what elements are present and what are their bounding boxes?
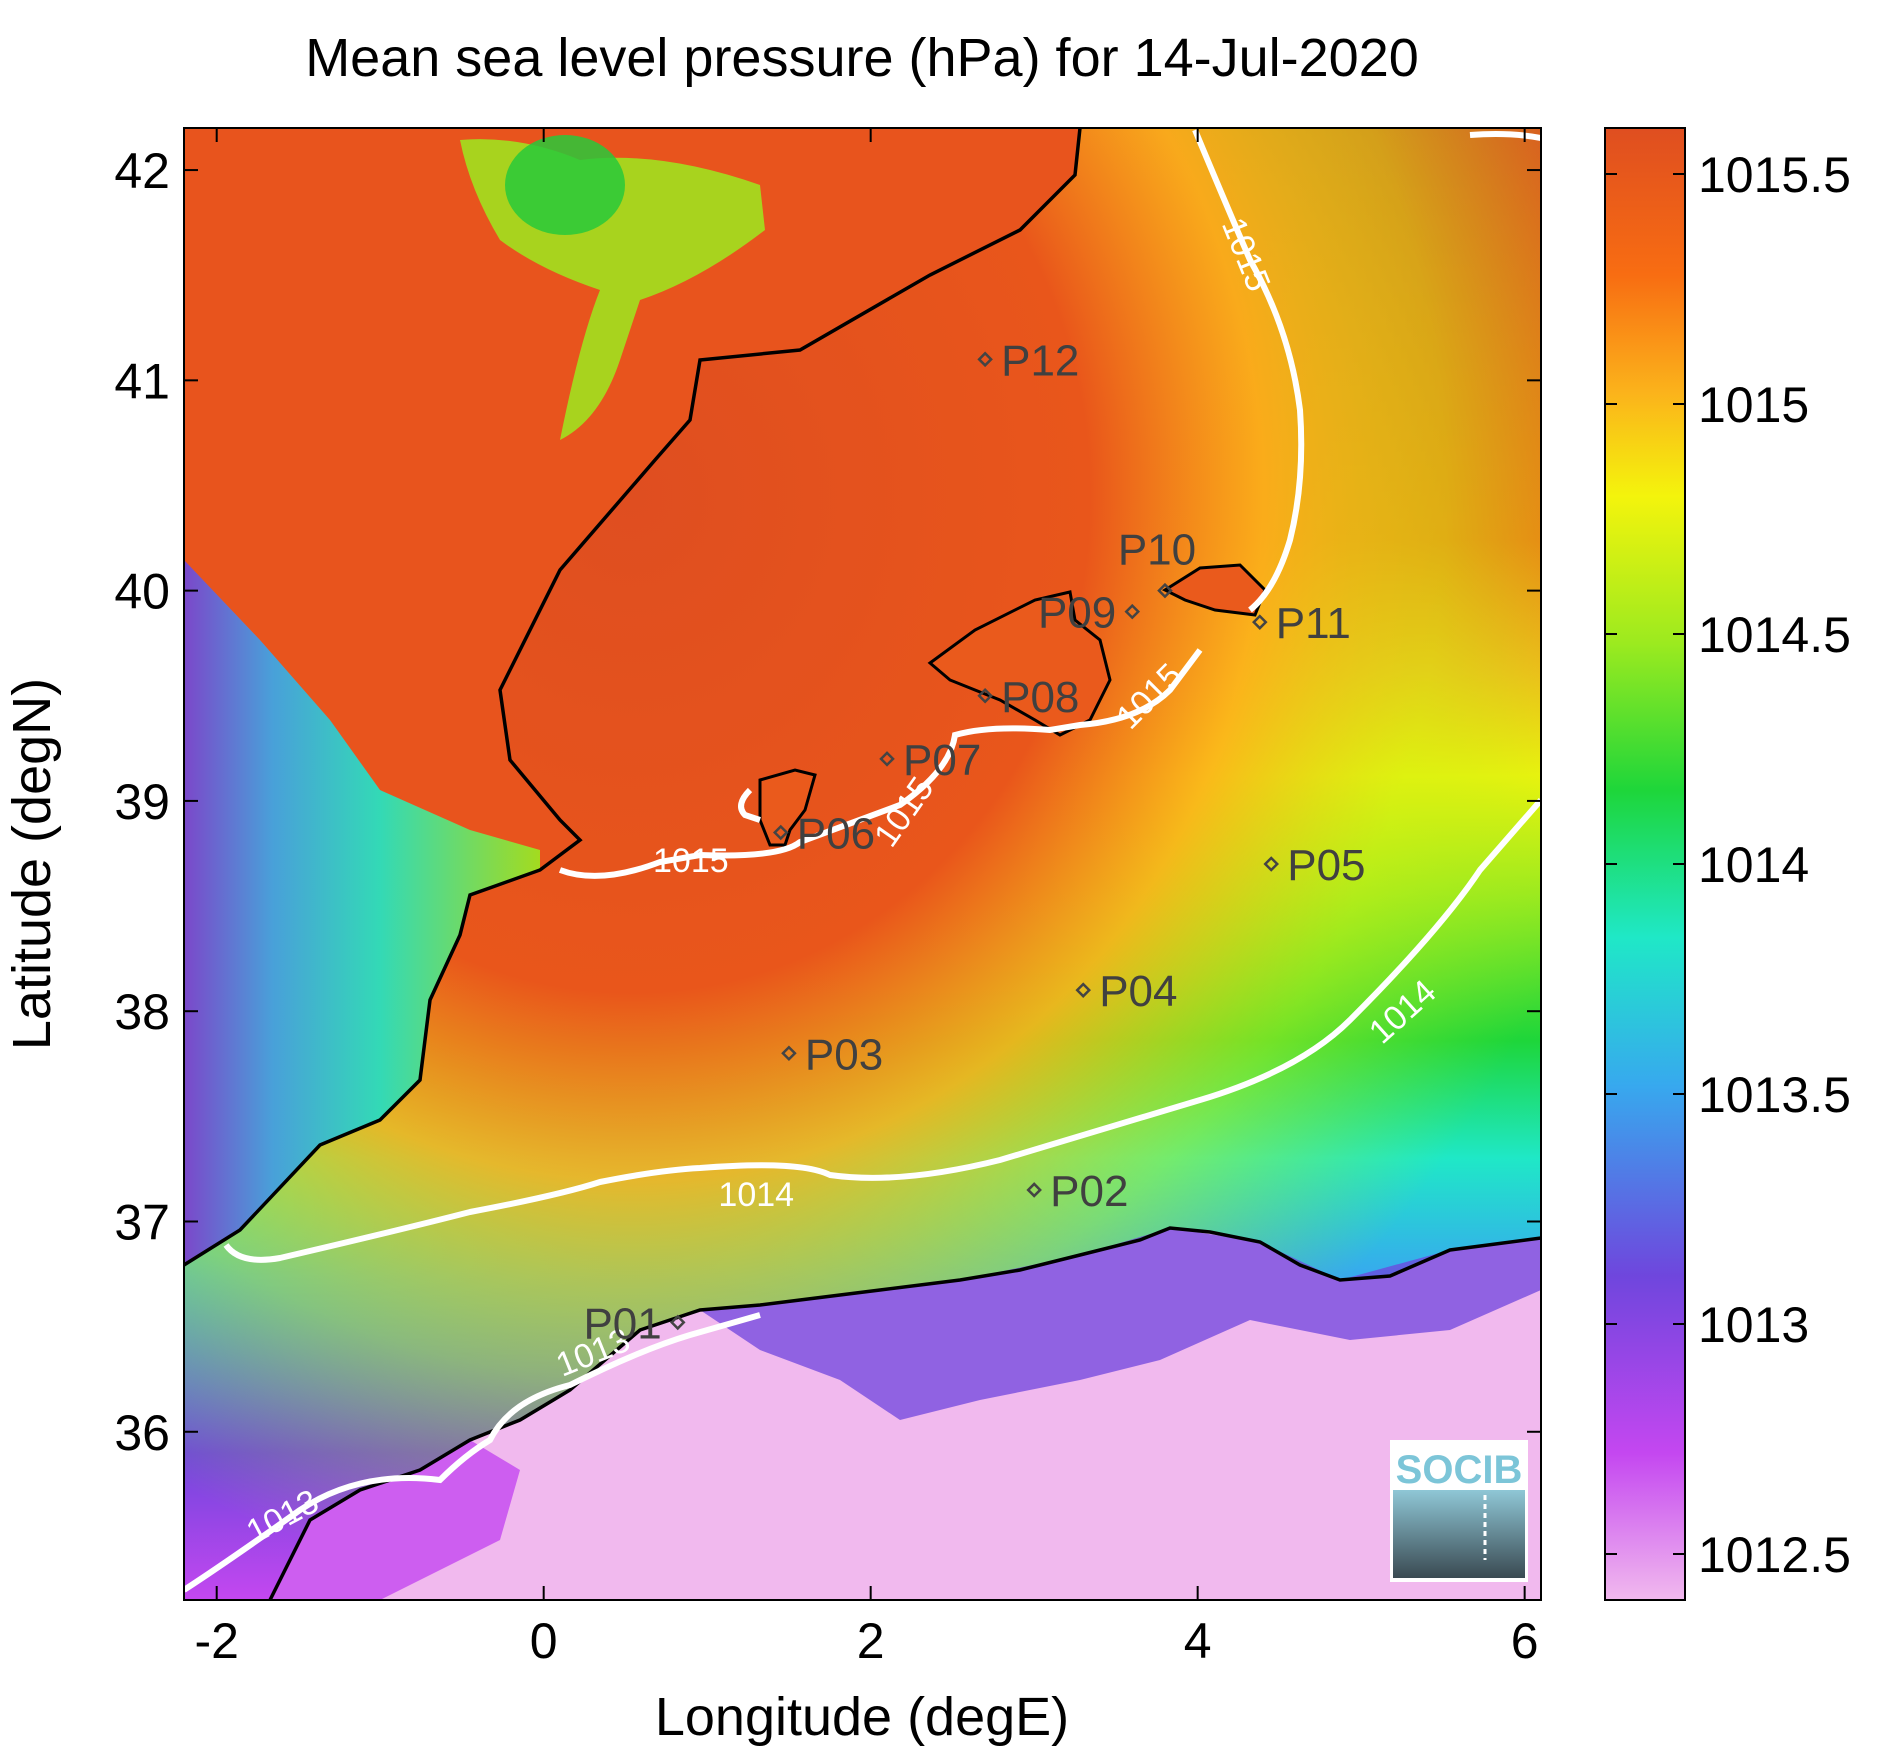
colorbar-tick-label: 1015.5 bbox=[1698, 147, 1851, 203]
x-tick-label: 4 bbox=[1184, 1613, 1212, 1669]
ebro-green-blob bbox=[505, 135, 625, 235]
colorbar-tick-label: 1012.5 bbox=[1698, 1527, 1851, 1583]
station-p05[interactable]: P05 bbox=[1263, 841, 1366, 890]
station-label: P06 bbox=[797, 809, 875, 858]
colorbar-scale bbox=[1604, 127, 1686, 1601]
station-p02[interactable]: P02 bbox=[1026, 1167, 1128, 1216]
socib-logo-wave bbox=[1393, 1490, 1525, 1578]
station-marker bbox=[1252, 614, 1268, 630]
contour-label: 1014 bbox=[718, 1176, 794, 1214]
station-p04[interactable]: P04 bbox=[1075, 967, 1178, 1016]
station-label: P12 bbox=[1001, 336, 1079, 385]
isobar-1015-ne bbox=[1469, 131, 1541, 141]
colorbar-tick-label: 1013 bbox=[1698, 1297, 1809, 1353]
station-p12[interactable]: P12 bbox=[977, 336, 1079, 385]
isobar-1015-west bbox=[558, 648, 1203, 879]
x-tick-label: 0 bbox=[530, 1613, 558, 1669]
station-marker bbox=[669, 1314, 686, 1331]
isobar-1013 bbox=[184, 1312, 761, 1593]
africa-west-low bbox=[270, 1440, 520, 1600]
station-marker bbox=[977, 351, 993, 368]
station-p08[interactable]: P08 bbox=[977, 673, 1079, 722]
station-p11[interactable]: P11 bbox=[1252, 599, 1351, 648]
station-label: P04 bbox=[1099, 967, 1177, 1016]
colorbar-ticks: 1012.5 1013 1013.5 1014 1014.5 1015 1015.5 bbox=[1605, 147, 1851, 1583]
station-marker bbox=[1026, 1182, 1042, 1198]
station-label: P05 bbox=[1287, 841, 1365, 890]
station-p01[interactable]: P01 bbox=[583, 1299, 686, 1348]
map-title: Mean sea level pressure (hPa) for 14-Jul… bbox=[305, 28, 1419, 88]
station-marker bbox=[781, 1045, 797, 1062]
colorbar-tick-label: 1015 bbox=[1698, 377, 1809, 433]
y-tick-label: 41 bbox=[114, 353, 170, 409]
y-axis: 36 37 38 39 40 41 42 bbox=[114, 143, 1541, 1461]
station-marker bbox=[772, 824, 789, 841]
y-axis-label: Latitude (degN) bbox=[2, 678, 62, 1050]
colorbar: 1012.5 1013 1013.5 1014 1014.5 1015 1015.5 bbox=[1604, 127, 1851, 1601]
station-label: P10 bbox=[1118, 526, 1196, 575]
station-label: P07 bbox=[903, 736, 981, 785]
mallorca-island bbox=[927, 590, 1112, 737]
y-tick-label: 42 bbox=[114, 143, 170, 199]
isobar-1015-east bbox=[1192, 128, 1305, 613]
station-p06[interactable]: P06 bbox=[772, 809, 875, 858]
contour-label: 1015 bbox=[653, 842, 729, 880]
station-marker bbox=[1157, 582, 1173, 599]
x-axis-label: Longitude (degE) bbox=[655, 1687, 1069, 1747]
station-marker bbox=[1263, 856, 1279, 872]
isobar-1015-ibiza bbox=[738, 787, 761, 823]
station-label: P11 bbox=[1276, 599, 1351, 648]
station-marker bbox=[1075, 982, 1091, 998]
y-tick-label: 40 bbox=[114, 564, 170, 620]
station-p10[interactable]: P10 bbox=[1118, 526, 1196, 599]
station-p07[interactable]: P07 bbox=[879, 736, 981, 785]
colorbar-tick-label: 1014.5 bbox=[1698, 607, 1851, 663]
x-tick-label: -2 bbox=[194, 1613, 238, 1669]
iberia-west-low bbox=[184, 560, 540, 1265]
station-marker bbox=[1124, 603, 1141, 620]
station-label: P09 bbox=[1038, 589, 1116, 638]
y-tick-label: 38 bbox=[114, 984, 170, 1040]
y-tick-label: 36 bbox=[114, 1405, 170, 1461]
y-tick-label: 37 bbox=[114, 1194, 170, 1250]
station-p03[interactable]: P03 bbox=[781, 1030, 883, 1079]
x-axis: -2 0 2 4 6 bbox=[194, 128, 1539, 1669]
plot-frame bbox=[183, 127, 1542, 1601]
socib-logo-text: SOCIB bbox=[1396, 1448, 1523, 1492]
station-label: P03 bbox=[805, 1030, 883, 1079]
x-tick-label: 6 bbox=[1511, 1613, 1539, 1669]
station-marker bbox=[977, 688, 993, 704]
colorbar-tick-label: 1014 bbox=[1698, 837, 1809, 893]
station-label: P08 bbox=[1001, 673, 1079, 722]
station-label: P02 bbox=[1050, 1167, 1128, 1216]
station-label: P01 bbox=[583, 1299, 661, 1348]
x-tick-label: 2 bbox=[857, 1613, 885, 1669]
isobar-1014 bbox=[223, 798, 1541, 1263]
station-p09[interactable]: P09 bbox=[1038, 589, 1141, 638]
colorbar-tick-label: 1013.5 bbox=[1698, 1067, 1851, 1123]
iberia-coastline bbox=[184, 128, 1082, 1267]
station-marker bbox=[879, 751, 895, 767]
africa-coastline bbox=[268, 1226, 1541, 1600]
ibiza-island bbox=[758, 768, 817, 847]
y-tick-label: 39 bbox=[114, 774, 170, 830]
socib-logo: SOCIB bbox=[1390, 1440, 1528, 1582]
